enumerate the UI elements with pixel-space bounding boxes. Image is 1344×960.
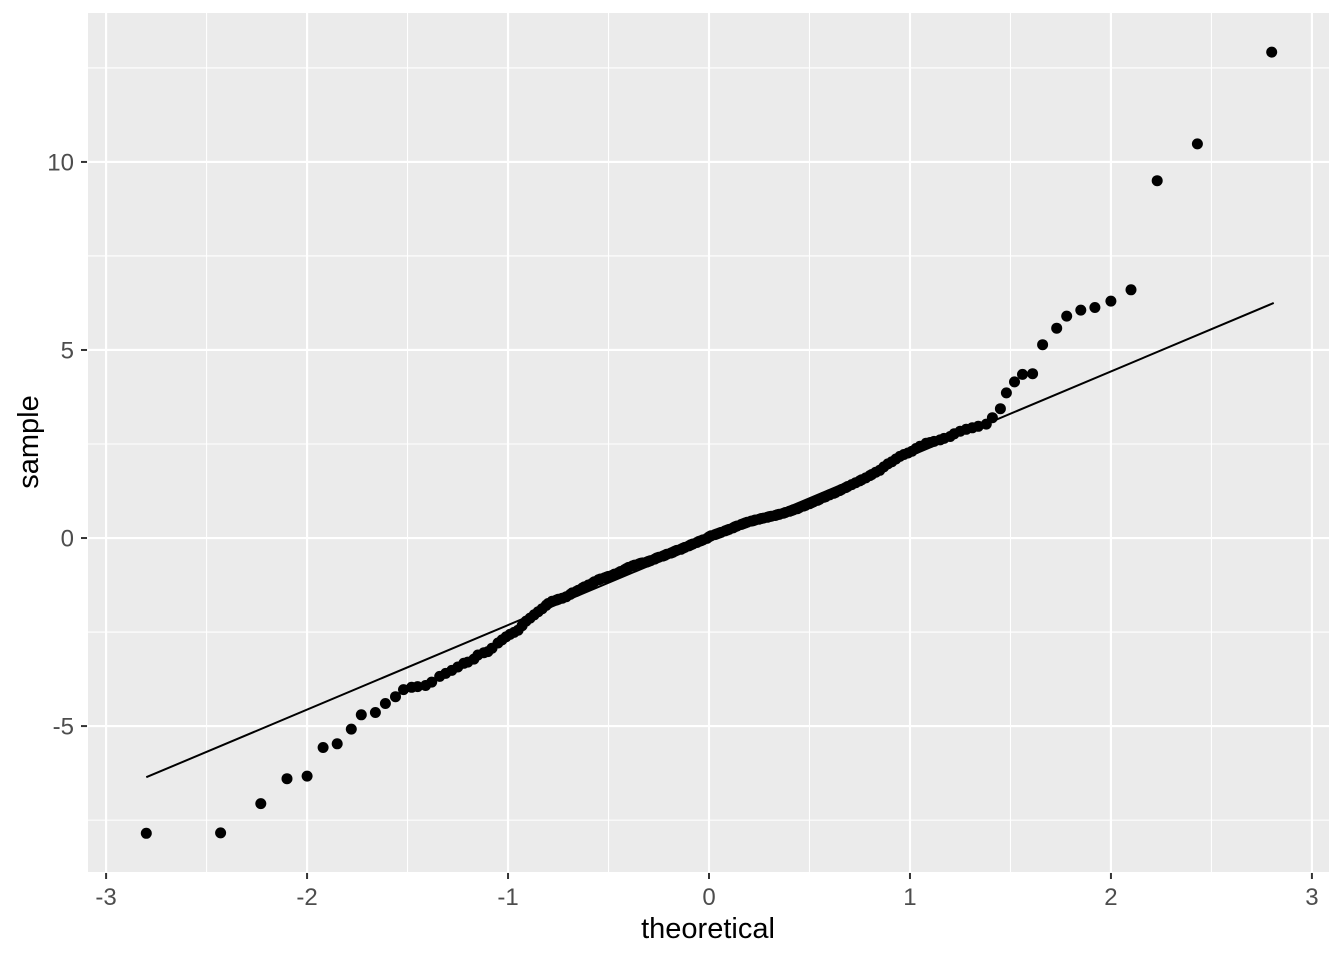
x-axis-tick-label: -1: [497, 884, 518, 911]
data-point: [215, 827, 227, 839]
data-point: [994, 403, 1006, 415]
x-axis-tick-label: -3: [95, 884, 116, 911]
data-point: [1125, 284, 1137, 296]
data-point: [1051, 322, 1063, 334]
x-axis-tick-label: 2: [1104, 884, 1117, 911]
y-axis-tick-label: 0: [61, 526, 74, 553]
data-point: [1000, 387, 1012, 399]
plot-panel-group: -3 -2 -1 0 1 2 3 -5 0 5 10: [47, 13, 1329, 911]
data-point: [1037, 339, 1049, 351]
data-point: [1089, 302, 1101, 313]
x-axis-tick-label: 3: [1305, 884, 1318, 911]
data-point: [281, 773, 293, 785]
data-point: [1017, 368, 1028, 380]
data-point: [412, 681, 424, 693]
data-point: [1061, 310, 1073, 322]
data-point: [426, 676, 438, 688]
data-point: [1009, 376, 1020, 388]
data-point: [1075, 304, 1087, 316]
data-point: [1027, 368, 1039, 380]
data-point: [1191, 138, 1203, 150]
data-point: [1105, 295, 1117, 307]
data-point: [369, 707, 381, 718]
x-axis-tick-label: 0: [702, 884, 715, 911]
data-point: [317, 742, 329, 753]
data-point: [331, 738, 343, 750]
data-point: [140, 827, 152, 839]
y-axis-tick-label: 10: [47, 149, 74, 176]
data-point: [355, 709, 367, 721]
data-point: [390, 691, 401, 703]
data-point: [301, 770, 313, 782]
data-point: [345, 723, 357, 735]
y-axis-title: sample: [13, 395, 45, 489]
data-point: [1151, 175, 1163, 187]
x-axis-tick-label: 1: [903, 884, 916, 911]
x-axis-title: theoretical: [641, 913, 775, 945]
data-point: [255, 798, 267, 810]
y-axis-tick-label: 5: [61, 337, 74, 364]
qq-reference-line: [145, 302, 1275, 779]
data-point: [1266, 46, 1278, 58]
x-axis-tick-label: -2: [296, 884, 317, 911]
y-axis-tick-label: -5: [53, 714, 74, 741]
data-point: [379, 698, 391, 709]
